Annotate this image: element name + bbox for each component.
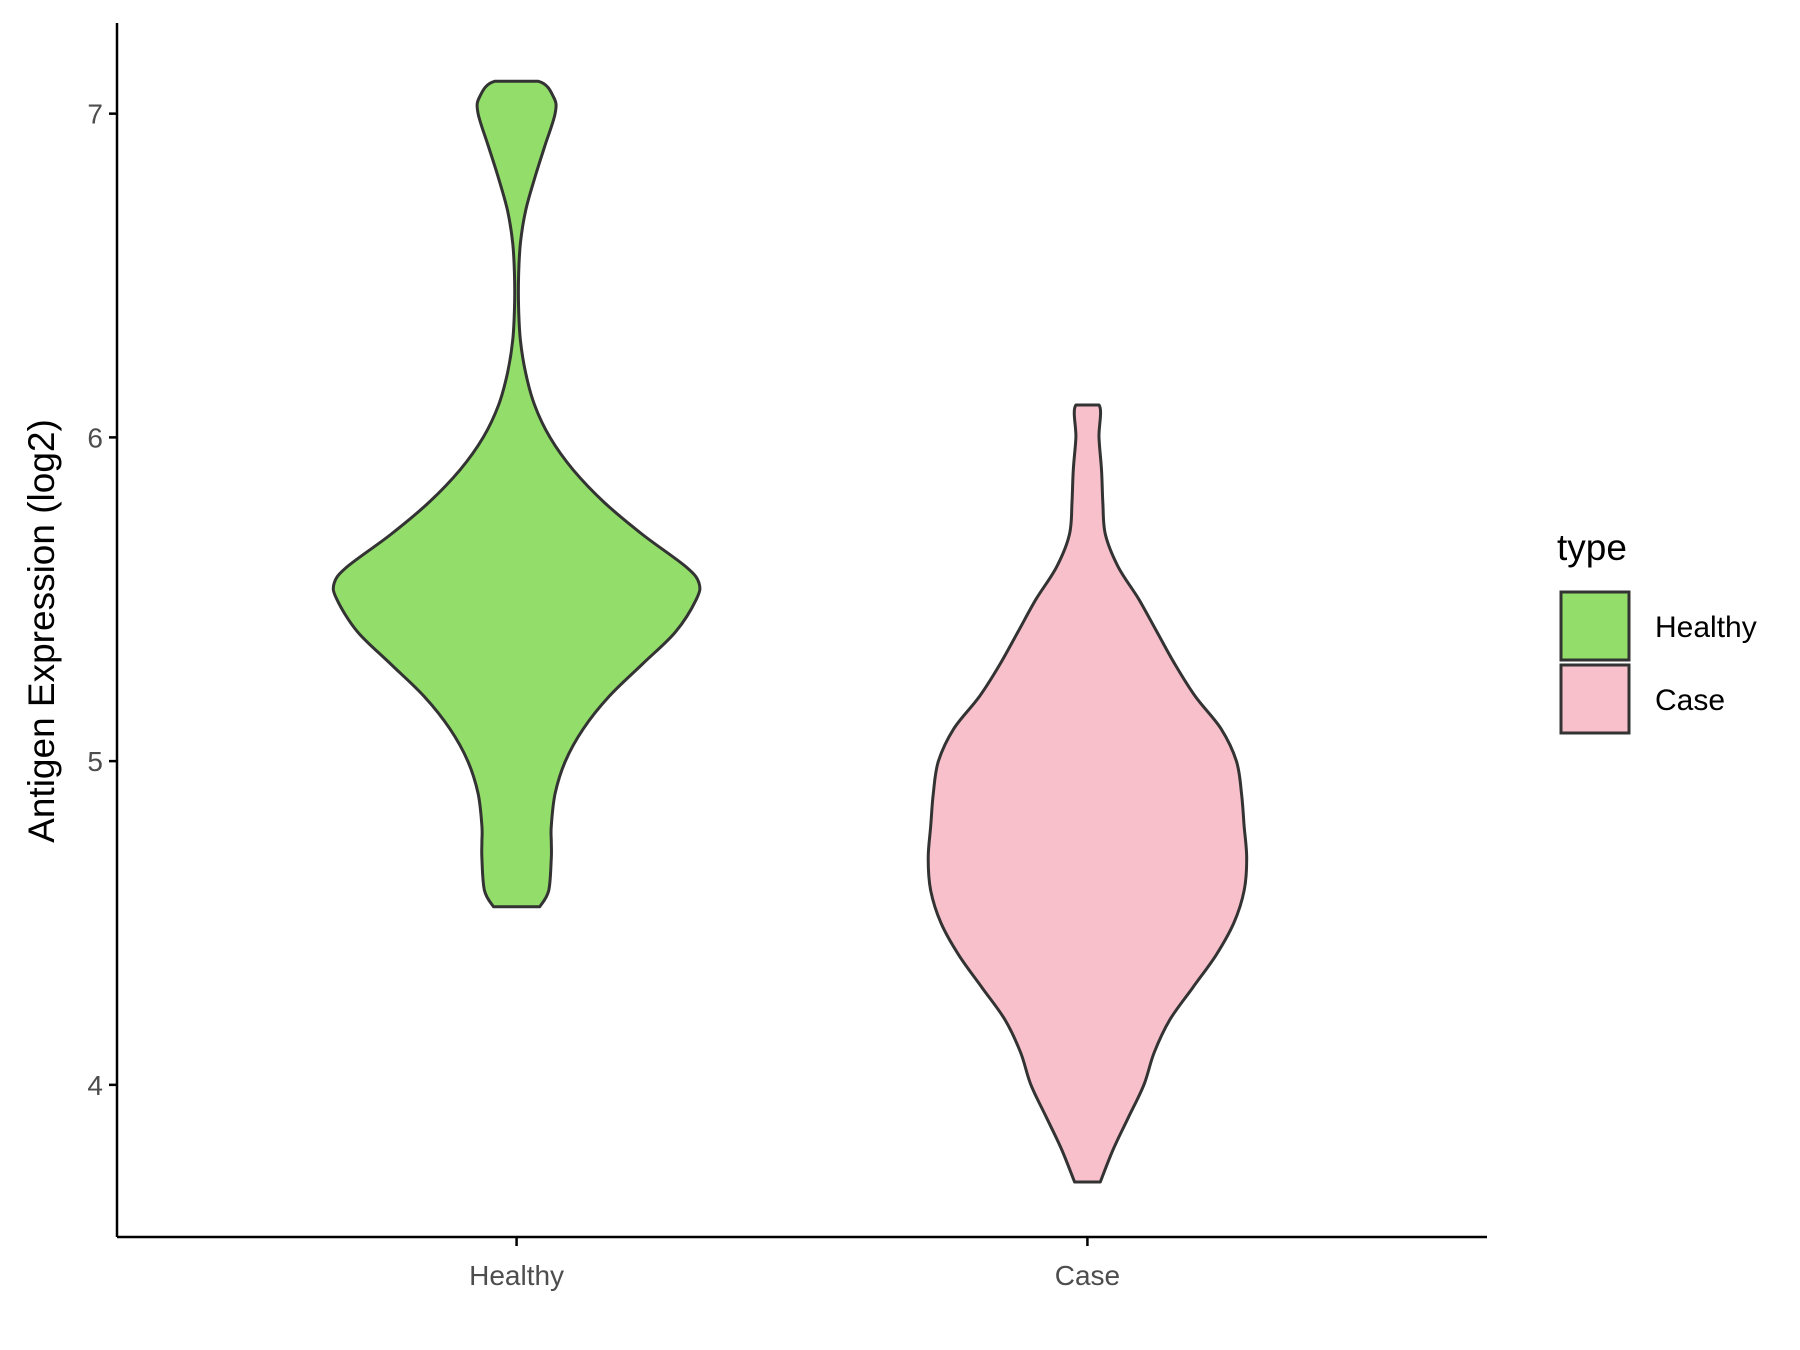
legend-swatch-healthy — [1559, 590, 1631, 662]
legend: type Healthy Case — [1557, 527, 1757, 735]
violins-layer — [331, 79, 1249, 1184]
y-axis-title: Antigen Expression (log2) — [21, 419, 62, 843]
y-tick-label: 4 — [87, 1070, 103, 1101]
legend-title: type — [1557, 527, 1627, 568]
axes-layer — [115, 23, 1487, 1239]
y-tick-label: 6 — [87, 422, 103, 453]
violin-healthy — [331, 79, 702, 909]
legend-swatch-case — [1559, 663, 1631, 735]
y-ticks: 4 5 6 7 — [87, 99, 117, 1101]
legend-label-case: Case — [1655, 684, 1725, 717]
x-tick-label: Healthy — [469, 1260, 564, 1291]
x-ticks: Healthy Case — [469, 1237, 1120, 1291]
x-tick-label: Case — [1055, 1260, 1120, 1291]
violin-case — [926, 403, 1249, 1184]
y-tick-label: 5 — [87, 746, 103, 777]
legend-label-healthy: Healthy — [1655, 611, 1757, 644]
y-tick-label: 7 — [87, 99, 103, 130]
